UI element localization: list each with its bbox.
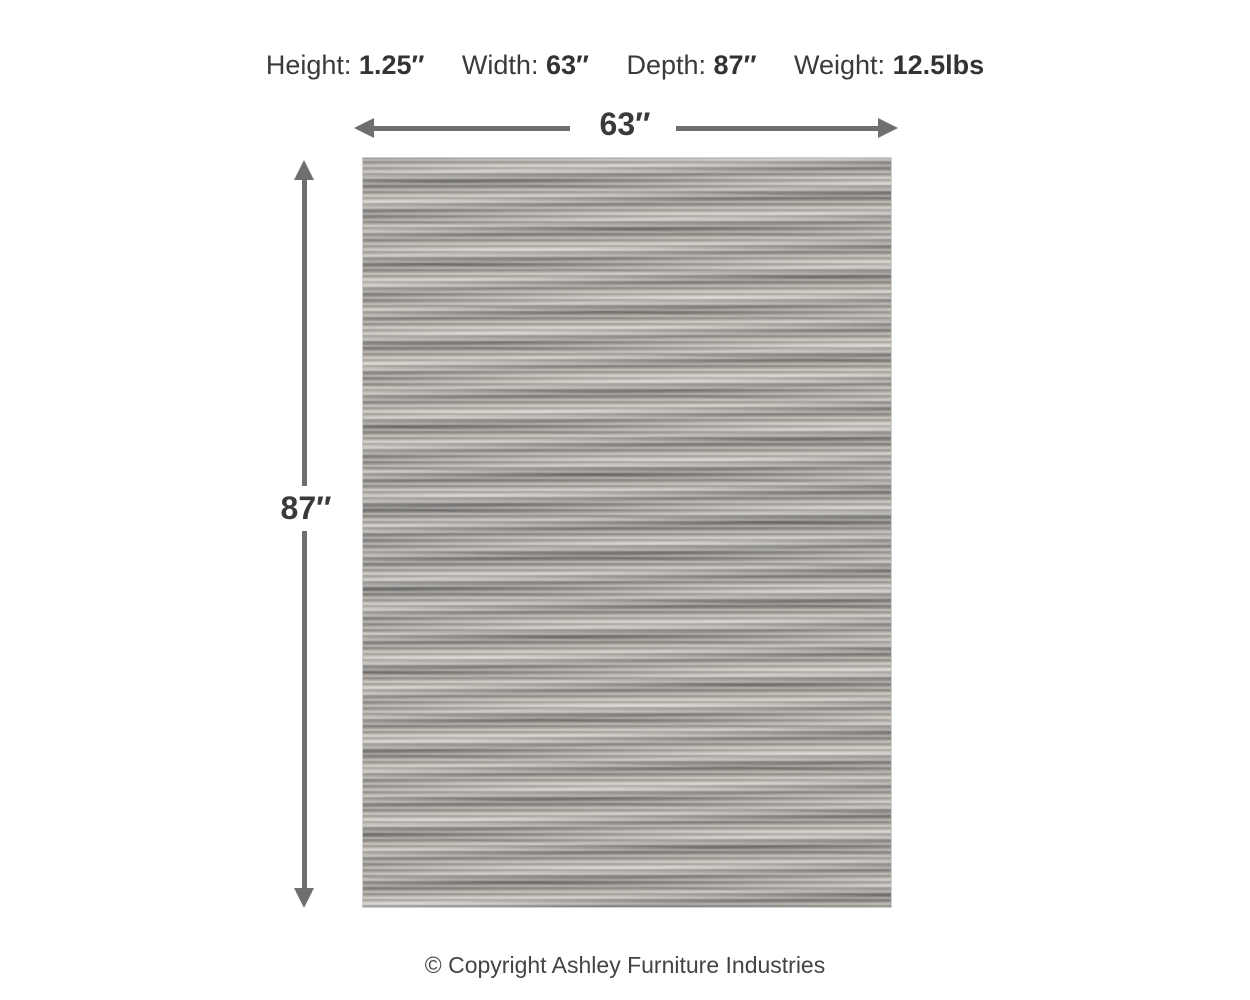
arrow-right-icon	[878, 118, 898, 138]
width-dimension-line-left	[370, 126, 570, 131]
width-dimension-line-right	[676, 126, 880, 131]
spec-value: 87″	[713, 50, 757, 80]
spec-width: Width: 63″	[462, 50, 589, 80]
height-label: 87″	[258, 486, 354, 531]
spec-label: Weight:	[794, 50, 886, 80]
spec-height: Height: 1.25″	[266, 50, 425, 80]
copyright-footer: © Copyright Ashley Furniture Industries	[424, 952, 826, 978]
width-label: 63″	[599, 106, 651, 142]
rug-image	[362, 157, 892, 908]
spec-line: Height: 1.25″ Width: 63″ Depth: 87″ Weig…	[0, 50, 1250, 81]
spec-depth: Depth: 87″	[626, 50, 756, 80]
arrow-left-icon	[354, 118, 374, 138]
spec-value: 1.25″	[358, 50, 425, 80]
arrow-up-icon	[294, 160, 314, 180]
spec-value: 12.5lbs	[892, 50, 985, 80]
height-dimension-line	[302, 176, 307, 890]
spec-value: 63″	[545, 50, 589, 80]
spec-weight: Weight: 12.5lbs	[794, 50, 984, 80]
spec-label: Height:	[265, 50, 352, 80]
spec-label: Depth:	[626, 50, 707, 80]
spec-label: Width:	[461, 50, 539, 80]
arrow-down-icon	[294, 888, 314, 908]
